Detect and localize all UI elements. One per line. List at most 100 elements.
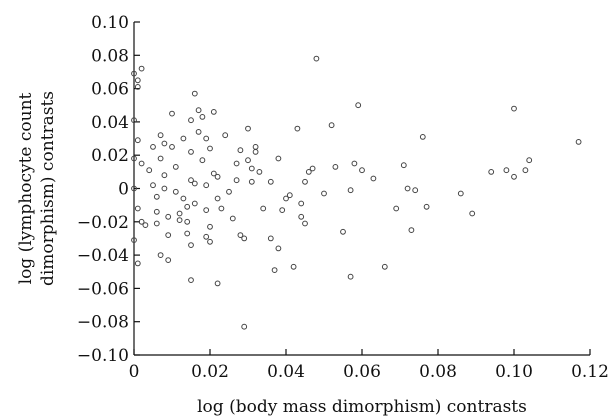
data-point xyxy=(381,263,388,270)
data-point xyxy=(176,217,183,224)
data-point xyxy=(199,114,206,120)
data-point xyxy=(214,195,221,202)
data-point xyxy=(203,135,210,142)
data-point xyxy=(248,165,255,172)
data-point xyxy=(218,205,225,212)
data-point xyxy=(203,207,210,214)
data-point xyxy=(214,280,221,287)
data-point xyxy=(222,132,229,139)
data-point xyxy=(157,132,164,139)
y-axis-ticks: 0.10 0.08 0.06 0.04 0.02 0 −0.02 −0.04 −0.06 −0.0… xyxy=(77,13,140,366)
y-tick-label: 0.04 xyxy=(91,113,129,133)
data-point xyxy=(351,160,358,167)
data-point xyxy=(153,220,160,227)
data-point xyxy=(233,177,240,184)
data-point xyxy=(142,222,149,229)
data-point xyxy=(298,200,305,207)
data-point xyxy=(176,210,183,217)
data-point xyxy=(400,162,407,169)
data-point xyxy=(419,134,426,140)
data-point xyxy=(184,203,191,210)
y-tick-label: 0 xyxy=(118,180,129,200)
data-point xyxy=(488,169,495,175)
data-point xyxy=(294,125,301,132)
data-point xyxy=(267,178,274,185)
data-point xyxy=(180,195,187,202)
data-point xyxy=(275,155,282,162)
data-point xyxy=(207,223,213,230)
data-point xyxy=(188,277,194,284)
y-axis-label-line-2: dimorphism) contrasts xyxy=(38,91,58,286)
data-point xyxy=(172,164,179,170)
data-point xyxy=(241,323,248,330)
data-point xyxy=(267,235,274,242)
x-tick-label: 0.08 xyxy=(419,362,457,382)
data-point xyxy=(180,135,187,142)
data-point xyxy=(138,218,145,225)
data-point xyxy=(199,157,206,164)
data-point xyxy=(248,178,255,185)
data-point xyxy=(207,145,213,152)
data-point xyxy=(347,187,354,194)
y-tick-label: −0.08 xyxy=(77,313,129,333)
y-tick-label: 0.08 xyxy=(91,46,129,66)
data-point xyxy=(404,185,411,192)
data-point xyxy=(283,195,289,202)
y-tick-label: −0.02 xyxy=(77,213,129,233)
data-point xyxy=(260,205,267,212)
x-tick-label: 0 xyxy=(129,362,140,382)
x-tick-label: 0.04 xyxy=(267,362,305,382)
data-point xyxy=(393,205,400,212)
data-point xyxy=(237,147,244,154)
data-point xyxy=(184,230,191,237)
data-point xyxy=(134,260,141,267)
data-point xyxy=(207,238,213,245)
data-point xyxy=(526,157,533,164)
data-point xyxy=(134,137,141,144)
data-point xyxy=(157,155,164,162)
data-point xyxy=(355,102,362,109)
data-point xyxy=(229,215,236,222)
data-point xyxy=(298,213,305,220)
data-point xyxy=(157,252,164,259)
data-point xyxy=(469,210,476,217)
y-tick-label: −0.10 xyxy=(77,346,129,366)
data-point xyxy=(210,170,217,177)
x-axis-label: log (body mass dimorphism) contrasts xyxy=(197,397,527,417)
data-point xyxy=(153,193,160,200)
data-point xyxy=(256,169,263,175)
data-point xyxy=(131,185,137,192)
data-point xyxy=(245,157,251,164)
data-point xyxy=(134,205,141,212)
y-tick-label: 0.06 xyxy=(91,80,129,100)
data-point xyxy=(408,227,415,234)
data-point xyxy=(146,167,153,174)
data-point xyxy=(161,140,168,147)
data-point xyxy=(340,228,346,235)
data-point xyxy=(522,167,529,174)
data-point xyxy=(511,105,517,112)
data-point xyxy=(305,169,312,175)
data-point xyxy=(275,245,282,252)
data-point xyxy=(150,144,156,150)
data-point xyxy=(188,117,194,124)
y-tick-label: 0.10 xyxy=(91,13,129,33)
data-point xyxy=(203,182,210,189)
data-point xyxy=(302,220,308,227)
data-point xyxy=(237,232,244,239)
data-point xyxy=(511,173,517,180)
data-point xyxy=(131,117,137,124)
data-point xyxy=(195,107,202,114)
y-tick-label: −0.04 xyxy=(77,246,129,266)
data-point xyxy=(210,109,217,115)
data-point xyxy=(131,70,137,77)
data-point xyxy=(575,139,582,145)
data-point xyxy=(195,129,202,135)
data-point xyxy=(245,125,251,132)
data-point xyxy=(290,263,297,270)
data-point xyxy=(279,207,286,214)
data-point xyxy=(138,160,145,167)
data-point xyxy=(165,213,172,220)
data-point xyxy=(134,77,141,84)
